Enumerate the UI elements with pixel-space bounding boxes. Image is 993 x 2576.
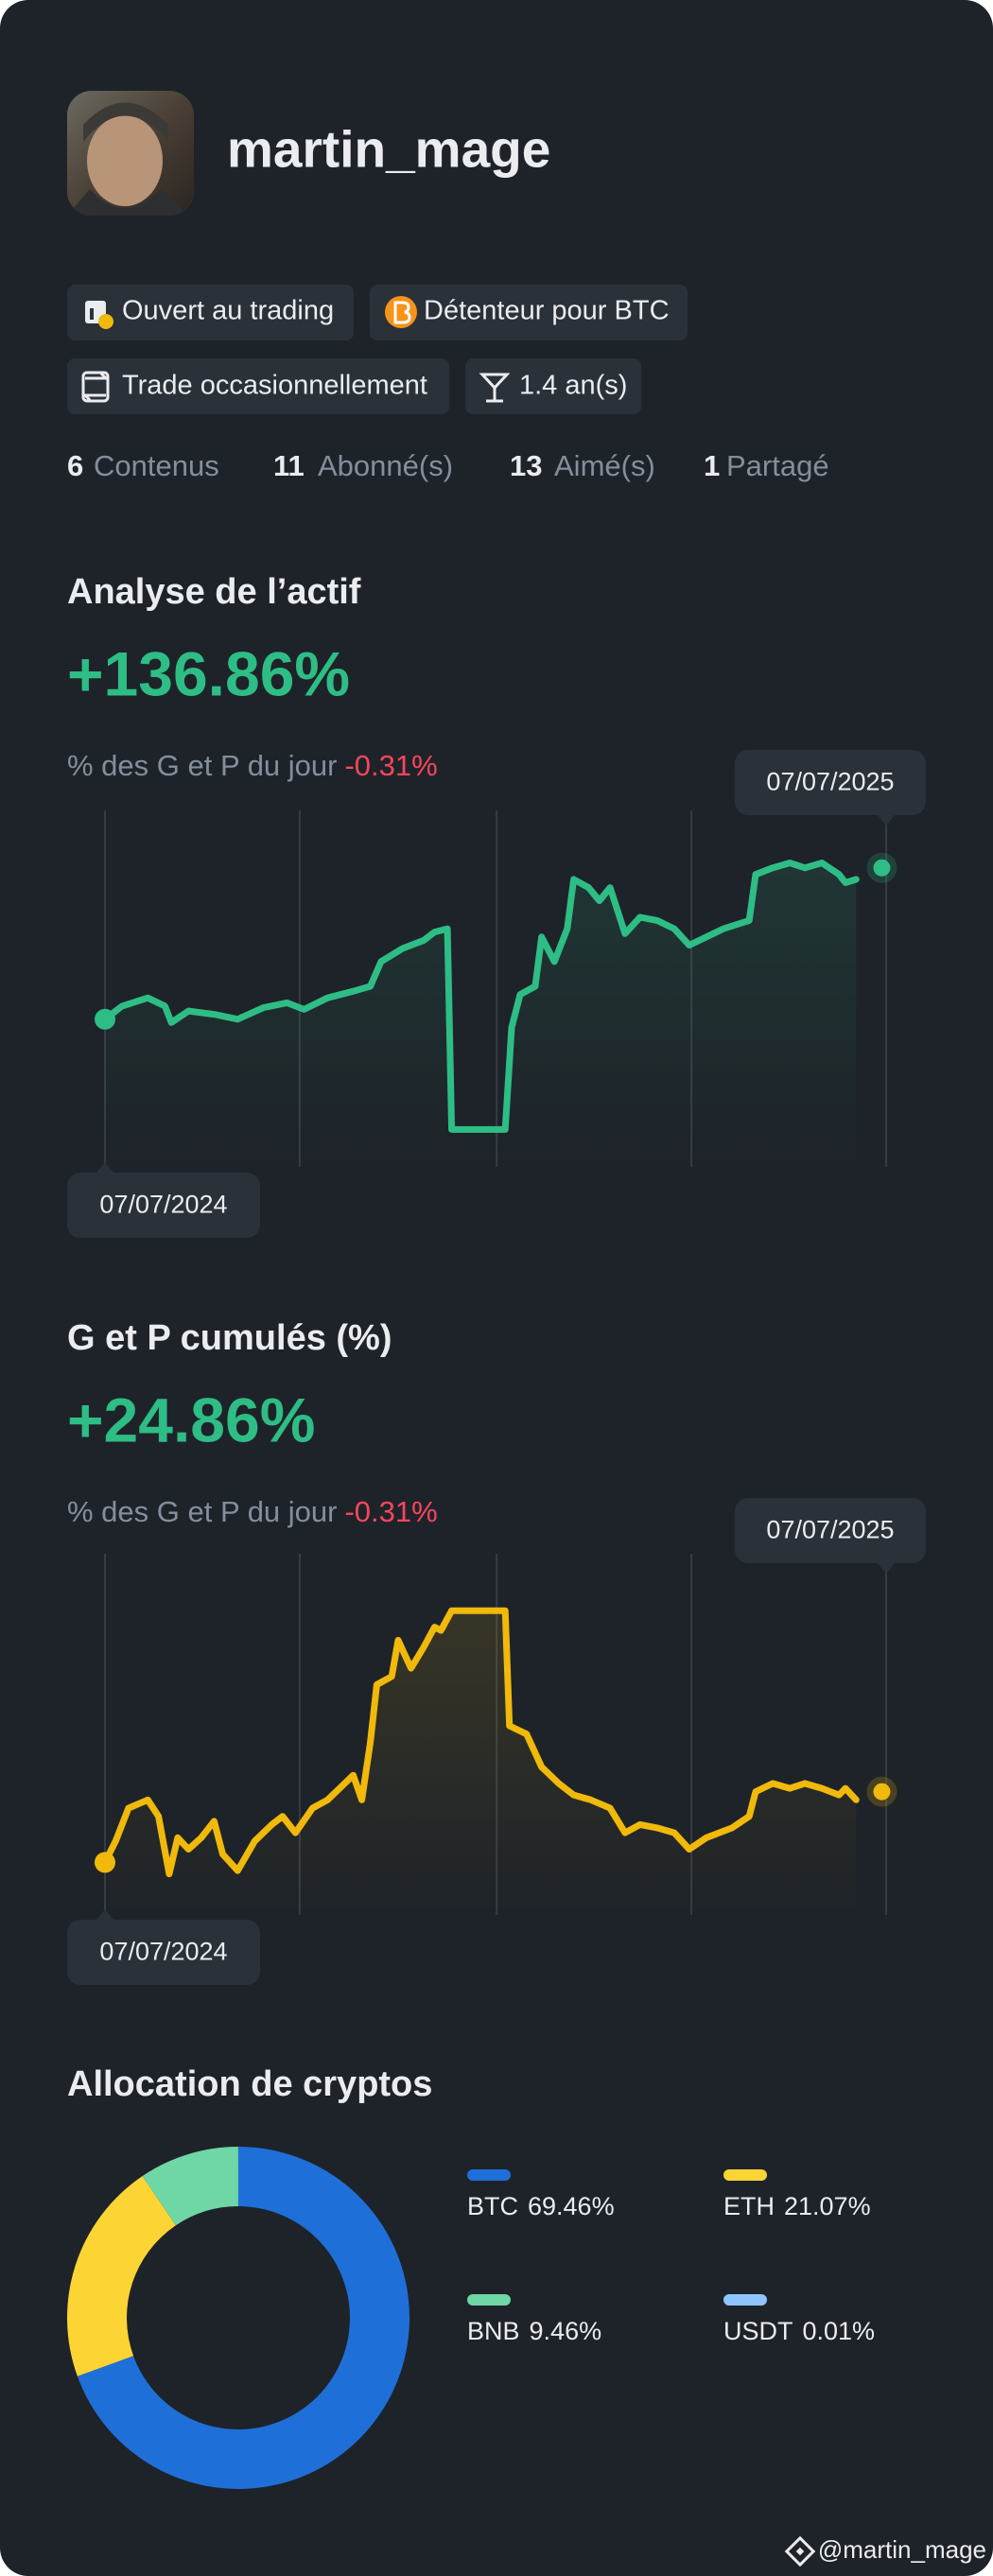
stat-count: 6: [67, 449, 83, 482]
donut-slice: [77, 2147, 410, 2489]
charts: Analyse de l’actif +136.86% % des G et P d…: [67, 572, 926, 2489]
donut-slice: [142, 2147, 238, 2226]
tag: [465, 358, 641, 414]
time-icon: [479, 373, 511, 403]
tag-label: Ouvert au trading: [122, 296, 334, 326]
legend-name: BNB: [467, 2317, 520, 2345]
line-chart: G et P cumulés (%) +24.86% % des G et P du…: [67, 1318, 926, 1985]
legend-value: 9.46%: [530, 2317, 602, 2345]
line-series: [101, 860, 860, 1133]
legend-name: ETH: [723, 2192, 775, 2220]
tooltip-box: [735, 750, 926, 815]
stat-label: Abonné(s): [318, 449, 453, 482]
legend-entry: BNB 9.46%: [467, 2317, 601, 2345]
stat-count: 11: [273, 449, 305, 482]
bitcoin-icon: [385, 296, 417, 328]
tag-label: Détenteur pour BTC: [424, 296, 670, 326]
tooltip-arrow: [878, 815, 895, 826]
tooltip-label: 07/07/2024: [99, 1938, 227, 1966]
trade-icon: [81, 371, 110, 403]
stat-label: Aimé(s): [554, 449, 655, 482]
daily-change-label: % des G et P du jour: [67, 749, 337, 782]
tooltip-label: 07/07/2025: [766, 1516, 894, 1544]
stats: 6 Contenus 11 Abonné(s) 13 Aimé(s) 1 Partagé: [67, 449, 829, 482]
tooltip-arrow: [878, 1563, 895, 1574]
tooltip-label: 07/07/2024: [99, 1191, 227, 1219]
legend-value: 0.01%: [803, 2317, 876, 2345]
legend-swatch: [723, 2294, 767, 2306]
end-marker: [873, 859, 891, 877]
legend-value: 69.46%: [528, 2192, 615, 2220]
legend-entry: ETH 21.07%: [723, 2192, 871, 2220]
line-area: [105, 862, 857, 1167]
daily-change-value: -0.31%: [344, 1495, 437, 1528]
legend-swatch: [723, 2169, 767, 2181]
section-title: Analyse de l’actif: [67, 572, 361, 612]
donut-chart: Allocation de cryptos BTC 69.46% ETH 21.07% B…: [67, 2064, 875, 2489]
username: martin_mage: [227, 120, 550, 179]
daily-change-label: % des G et P du jour: [67, 1495, 337, 1528]
tag: [370, 285, 688, 340]
end-marker: [873, 1783, 891, 1801]
legend-name: BTC: [467, 2192, 518, 2220]
legend-swatch: [467, 2294, 511, 2306]
headline-value: +24.86%: [67, 1384, 315, 1454]
line-area: [105, 1610, 857, 1915]
tooltip-arrow: [96, 1162, 113, 1173]
tooltip-box: [735, 1498, 926, 1563]
legend-entry: BTC 69.46%: [467, 2192, 615, 2220]
daily-change-value: -0.31%: [344, 749, 437, 782]
legend-value: 21.07%: [784, 2192, 871, 2220]
tooltip-box: [67, 1173, 260, 1238]
legend-swatch: [467, 2169, 511, 2181]
tooltip-label: 07/07/2025: [766, 768, 894, 796]
tag-label: Trade occasionnellement: [122, 371, 427, 401]
watermark: @martin_mage: [818, 2535, 986, 2564]
tag: [67, 285, 354, 340]
section-title: Allocation de cryptos: [67, 2064, 432, 2104]
start-marker: [95, 1852, 115, 1873]
tooltip-box: [67, 1920, 260, 1985]
daily-change: % des G et P du jour -0.31%: [67, 1495, 438, 1528]
legend-entry: USDT 0.01%: [723, 2317, 875, 2345]
stat-count: 1: [704, 449, 720, 482]
section-title: G et P cumulés (%): [67, 1318, 392, 1358]
tag-icon: [85, 301, 113, 329]
line-chart: Analyse de l’actif +136.86% % des G et P d…: [67, 572, 926, 1238]
tag: [67, 358, 449, 414]
tooltip-arrow: [96, 1909, 113, 1920]
daily-change: % des G et P du jour -0.31%: [67, 749, 438, 782]
stat-label: Contenus: [94, 449, 219, 482]
tag-label: 1.4 an(s): [519, 371, 627, 401]
donut-slice: [67, 2176, 176, 2376]
headline-value: +136.86%: [67, 638, 350, 708]
stat-label: Partagé: [726, 449, 829, 482]
start-marker: [95, 1008, 115, 1030]
line-series: [101, 1607, 860, 1878]
avatar: [67, 91, 194, 216]
stat-count: 13: [510, 449, 542, 482]
legend-name: USDT: [723, 2317, 793, 2345]
